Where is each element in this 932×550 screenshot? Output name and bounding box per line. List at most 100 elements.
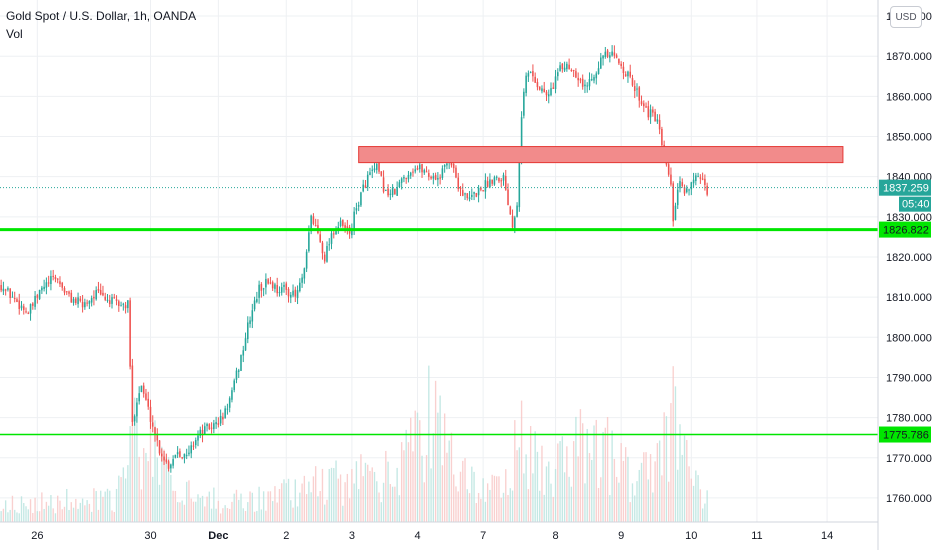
candle-body [136, 402, 138, 417]
countdown-tag: 05:40 [902, 199, 930, 211]
volume-bar [609, 495, 611, 522]
volume-bar [290, 500, 292, 522]
volume-indicator-label[interactable]: Vol [6, 27, 23, 41]
volume-bar [502, 492, 505, 522]
candle-body [484, 180, 487, 192]
candle-body [658, 120, 661, 130]
price-tick-label: 1870.000 [886, 51, 932, 63]
volume-bar [441, 465, 444, 522]
candle-body [88, 301, 91, 304]
candle-body [464, 193, 466, 195]
volume-bar [208, 491, 210, 522]
volume-bar [613, 458, 616, 522]
candle-body [305, 251, 308, 269]
currency-button[interactable]: USD [890, 6, 922, 28]
volume-bar [217, 500, 220, 522]
volume-bar [213, 487, 215, 522]
volume-bar [206, 496, 208, 522]
candlestick-series [0, 45, 708, 473]
current-price-tag: 1837.259 [883, 183, 929, 195]
candle-body [249, 320, 251, 324]
candle-body [258, 284, 260, 298]
volume-bar [188, 480, 190, 522]
countdown-tag-bg [899, 196, 931, 212]
volume-bar [235, 489, 238, 522]
volume-bar [93, 488, 95, 522]
drawing-overlays[interactable] [0, 146, 878, 436]
candle-body [59, 281, 61, 285]
volume-bar [79, 502, 82, 522]
volume-bar [437, 412, 439, 522]
candle-body [570, 69, 573, 71]
volume-bar [167, 456, 170, 522]
candle-body [190, 445, 193, 454]
volume-bar [396, 467, 398, 522]
volume-bar [54, 513, 57, 522]
candle-body [507, 189, 509, 206]
volume-bar [109, 490, 111, 522]
volume-bar [0, 511, 2, 522]
candle-body [217, 423, 220, 425]
price-tick-label: 1850.000 [886, 132, 932, 144]
volume-bar [355, 461, 358, 522]
volume-bar [588, 453, 591, 522]
candle-body [328, 244, 331, 246]
volume-bar [631, 483, 634, 522]
volume-bar [545, 466, 548, 522]
candle-body [459, 187, 462, 190]
volume-bar [661, 475, 663, 522]
volume-bar [262, 491, 265, 522]
candle-body [267, 279, 269, 284]
volume-bar [321, 468, 324, 522]
time-tick-label: 10 [685, 530, 697, 542]
candle-body [375, 163, 378, 170]
candle-body [672, 183, 675, 222]
candle-body [4, 289, 7, 291]
volume-bar [692, 485, 695, 522]
candle-body [649, 109, 652, 118]
candle-body [699, 177, 702, 179]
candle-body [552, 87, 555, 89]
candle-body [566, 63, 568, 70]
volume-bar [47, 505, 50, 522]
volume-bar [102, 496, 104, 522]
candle-body [240, 354, 242, 371]
candle-body [572, 70, 575, 72]
volume-bar [484, 501, 487, 522]
candle-body [636, 88, 638, 90]
volume-bar [32, 513, 34, 522]
time-axis[interactable]: 26 30 Dec 2 3 4 7 8 9 10 11 14 [0, 521, 878, 542]
candle-body [545, 91, 548, 96]
volume-bar [668, 481, 670, 522]
volume-bar [428, 365, 430, 522]
candle-body [516, 205, 518, 217]
candle-body [179, 451, 181, 457]
price-tick-label: 1760.000 [886, 493, 932, 505]
volume-bar [199, 497, 201, 522]
candle-body [620, 63, 622, 66]
candle-body [115, 299, 118, 301]
candle-body [237, 370, 240, 372]
volume-bar [72, 507, 75, 522]
candle-body [233, 380, 236, 390]
volume-bar [59, 500, 61, 522]
candle-body [140, 385, 143, 392]
candle-body [16, 299, 18, 303]
volume-bar [335, 460, 337, 522]
resistance-zone[interactable] [358, 146, 844, 164]
volume-bar [376, 481, 378, 522]
volume-bar [276, 502, 278, 522]
volume-bar [672, 366, 674, 522]
volume-bar [357, 489, 360, 522]
candle-body [502, 174, 505, 181]
volume-bar [364, 462, 367, 522]
candle-body [525, 75, 527, 94]
candle-body [688, 189, 690, 191]
candle-body [391, 187, 394, 195]
volume-bar [57, 495, 59, 522]
volume-bar [77, 508, 79, 522]
price-tick-label: 1770.000 [886, 453, 932, 465]
candle-body [151, 422, 154, 427]
volume-bar [45, 501, 48, 522]
